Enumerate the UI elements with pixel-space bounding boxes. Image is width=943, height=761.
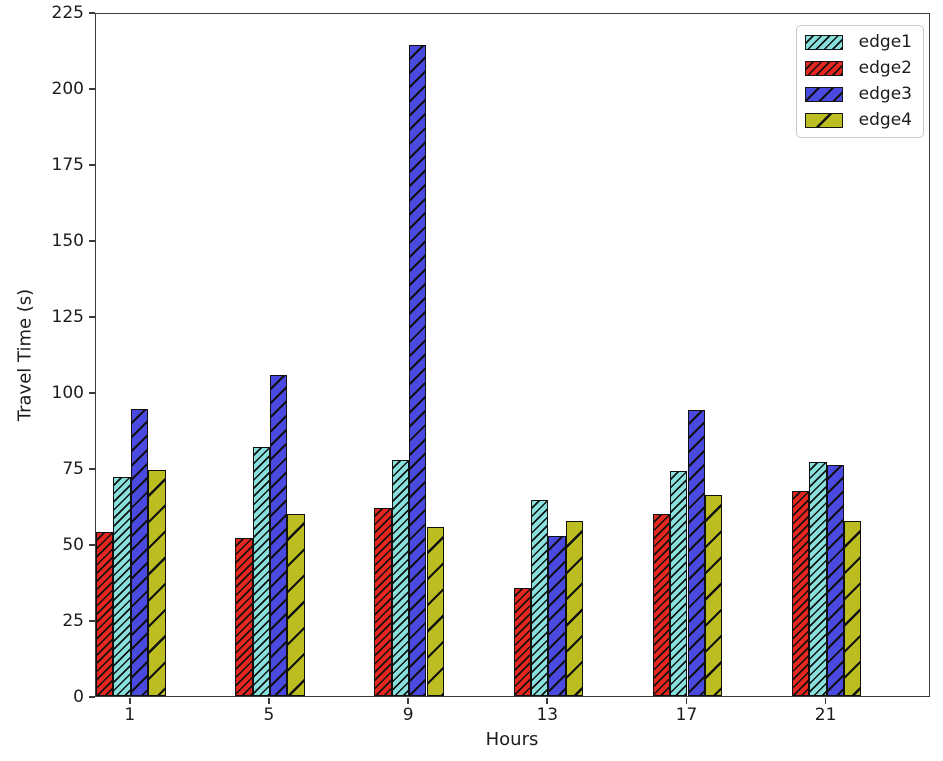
legend-entry-edge3: edge3 (804, 84, 912, 104)
x-tick-label-17: 17 (675, 705, 698, 725)
bar-edge1-hour-17 (670, 471, 688, 696)
bar-edge3-hour-13 (548, 536, 566, 696)
y-tick-mark-25 (89, 620, 95, 622)
bar-edge2-hour-9 (374, 507, 392, 696)
bar-edge1-hour-9 (391, 460, 410, 696)
legend: edge1 edge2 edge3 edge4 (795, 25, 924, 138)
x-tick-mark-1 (128, 698, 131, 704)
bar-edge4-hour-13 (565, 521, 584, 696)
x-tick-label-1: 1 (124, 705, 136, 725)
y-tick-mark-50 (89, 544, 95, 546)
legend-entry-edge1: edge1 (804, 32, 912, 52)
legend-swatch-edge3 (804, 87, 843, 102)
x-tick-mark-17 (685, 698, 688, 704)
bar-edge4-hour-21 (844, 521, 862, 696)
legend-label-edge1: edge1 (858, 32, 912, 52)
bar-edge3-hour-9 (409, 45, 427, 696)
x-tick-mark-5 (268, 698, 270, 704)
y-tick-label-25: 25 (62, 610, 84, 631)
legend-entry-edge4: edge4 (804, 110, 912, 130)
y-tick-mark-200 (89, 88, 95, 90)
legend-label-edge3: edge3 (858, 84, 912, 104)
bar-edge4-hour-17 (704, 495, 723, 696)
bar-edge3-hour-5 (270, 375, 288, 696)
bar-edge3-hour-21 (826, 465, 844, 696)
bar-edge1-hour-5 (252, 446, 270, 696)
bar-edge1-hour-1 (113, 477, 131, 696)
y-tick-mark-0 (89, 696, 95, 698)
bar-edge1-hour-13 (530, 499, 549, 696)
y-tick-label-50: 50 (62, 534, 84, 555)
y-tick-label-125: 125 (51, 306, 84, 327)
legend-swatch-edge1 (804, 35, 843, 50)
y-tick-mark-150 (89, 240, 95, 242)
x-tick-mark-13 (546, 698, 549, 704)
y-tick-label-100: 100 (51, 382, 84, 403)
y-tick-label-75: 75 (62, 458, 84, 479)
y-tick-label-225: 225 (51, 2, 84, 23)
y-tick-mark-175 (89, 164, 95, 166)
legend-label-edge4: edge4 (858, 110, 912, 130)
bar-edge4-hour-9 (426, 527, 444, 696)
y-tick-mark-100 (89, 392, 95, 394)
bar-edge3-hour-17 (687, 410, 705, 696)
bar-edge1-hour-21 (809, 461, 827, 696)
y-tick-label-0: 0 (73, 686, 84, 707)
bar-edge2-hour-17 (652, 513, 671, 696)
y-tick-label-175: 175 (51, 154, 84, 175)
bar-edge2-hour-1 (96, 531, 114, 696)
y-tick-mark-125 (89, 316, 95, 318)
bar-edge3-hour-1 (130, 408, 149, 696)
y-tick-mark-225 (89, 12, 95, 14)
x-tick-label-21: 21 (814, 705, 837, 725)
bar-edge2-hour-21 (791, 490, 810, 696)
x-tick-label-9: 9 (402, 705, 414, 725)
legend-swatch-edge2 (804, 61, 843, 76)
legend-label-edge2: edge2 (858, 58, 912, 78)
y-tick-label-200: 200 (51, 78, 84, 99)
x-axis-label: Hours (485, 729, 539, 750)
bar-edge4-hour-1 (148, 469, 166, 696)
bar-edge2-hour-5 (235, 537, 253, 696)
legend-entry-edge2: edge2 (804, 58, 912, 78)
x-tick-label-5: 5 (263, 705, 275, 725)
y-tick-label-150: 150 (51, 230, 84, 251)
bar-edge4-hour-5 (287, 513, 305, 696)
y-tick-mark-75 (89, 468, 95, 470)
plot-area: edge1 edge2 edge3 edge4 (95, 13, 930, 697)
legend-swatch-edge4 (804, 113, 843, 128)
x-tick-mark-21 (824, 698, 827, 704)
x-tick-label-13: 13 (536, 705, 559, 725)
x-tick-mark-9 (407, 698, 409, 704)
bars-layer (96, 14, 929, 696)
bar-edge2-hour-13 (513, 588, 531, 696)
